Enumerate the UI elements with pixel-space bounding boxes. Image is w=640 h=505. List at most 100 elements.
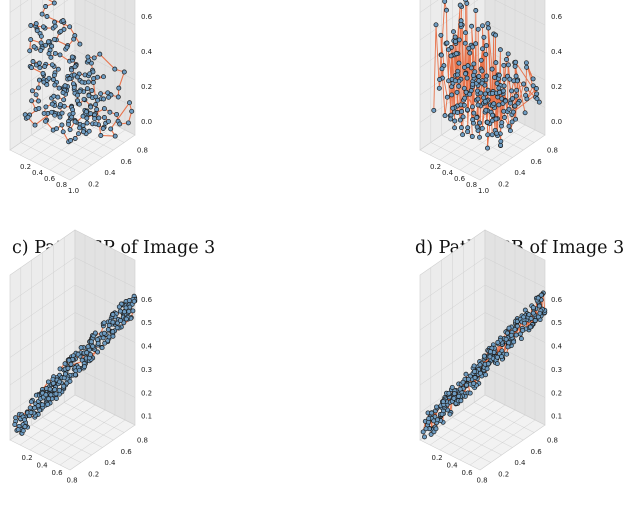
data-point	[30, 59, 36, 64]
data-point	[60, 90, 66, 96]
data-point	[459, 109, 465, 114]
data-point	[29, 98, 35, 104]
data-point	[77, 88, 83, 94]
data-point	[110, 329, 116, 335]
data-point	[452, 125, 458, 131]
data-point	[465, 376, 471, 382]
data-point	[101, 320, 107, 326]
data-point	[438, 32, 444, 38]
data-point	[71, 36, 77, 42]
gridline	[9, 339, 136, 386]
data-point	[484, 366, 490, 372]
x-tick-label: 0.8	[67, 476, 78, 484]
data-point	[439, 66, 445, 72]
data-point	[433, 22, 439, 28]
data-point	[450, 105, 456, 111]
data-point	[70, 110, 76, 116]
data-point	[530, 76, 536, 82]
data-point	[51, 0, 57, 6]
data-point	[88, 111, 94, 117]
data-point	[27, 405, 33, 411]
data-point	[464, 75, 470, 81]
data-point	[534, 91, 540, 97]
data-point	[72, 372, 78, 378]
data-point	[504, 330, 510, 336]
data-point	[88, 104, 94, 110]
data-point	[88, 352, 93, 358]
data-point	[67, 76, 73, 82]
data-point	[497, 89, 502, 95]
data-point	[478, 90, 484, 96]
data-point	[429, 410, 435, 416]
data-point	[515, 100, 521, 106]
data-point	[53, 396, 59, 401]
data-point	[485, 145, 490, 151]
x-tick-label: 1.0	[68, 187, 79, 195]
data-point	[62, 371, 68, 377]
data-point	[125, 120, 131, 126]
data-point	[45, 401, 51, 407]
data-point	[528, 316, 534, 321]
data-point	[512, 103, 518, 109]
data-point	[106, 94, 112, 100]
data-point	[69, 67, 74, 73]
x-tick-label: 0.4	[32, 169, 44, 177]
data-point	[446, 390, 452, 396]
x-tick-label: 0.4	[447, 461, 459, 469]
data-point	[494, 80, 500, 86]
data-point	[526, 312, 532, 318]
data-point	[481, 34, 487, 40]
data-point	[509, 119, 515, 125]
data-point	[40, 24, 46, 30]
data-point	[71, 84, 77, 90]
data-point	[39, 11, 45, 17]
data-point	[442, 113, 448, 119]
data-point	[74, 74, 80, 80]
data-point	[444, 7, 449, 13]
data-point	[470, 117, 476, 123]
data-point	[38, 40, 44, 46]
data-point	[532, 318, 538, 323]
data-point	[110, 333, 116, 339]
data-point	[43, 118, 48, 124]
data-point	[467, 91, 473, 97]
data-point	[22, 417, 27, 423]
z-tick-label: 0.4	[141, 48, 153, 56]
data-point	[29, 65, 34, 71]
data-point	[76, 131, 81, 137]
data-point	[521, 314, 527, 320]
data-point	[494, 130, 500, 136]
data-point	[39, 402, 45, 408]
data-point	[43, 4, 49, 9]
data-point	[475, 96, 481, 102]
data-point	[47, 386, 53, 392]
data-point	[85, 54, 91, 60]
data-point	[36, 85, 41, 91]
data-point	[72, 136, 78, 141]
data-point	[80, 113, 86, 119]
data-point	[46, 75, 52, 81]
data-point	[107, 109, 113, 115]
y-tick-label: 0.8	[547, 147, 558, 155]
data-point	[84, 120, 90, 126]
data-point	[22, 424, 28, 430]
data-point	[477, 370, 483, 376]
data-point	[451, 395, 457, 401]
panel-bottom-left-3d-plot: 0.20.40.60.80.20.40.60.80.10.20.30.40.50…	[9, 229, 153, 484]
data-point	[53, 391, 59, 397]
data-point	[90, 343, 96, 349]
z-tick-label: 0.6	[141, 13, 153, 21]
data-point	[476, 78, 482, 84]
data-point	[513, 116, 519, 122]
data-point	[470, 81, 476, 87]
data-point	[457, 2, 463, 8]
data-point	[470, 72, 476, 78]
data-point	[36, 77, 42, 83]
data-point	[85, 344, 91, 350]
data-point	[67, 378, 73, 384]
z-tick-label: 0.2	[141, 83, 152, 91]
data-point	[60, 18, 66, 24]
data-point	[52, 36, 57, 42]
data-point	[521, 81, 527, 87]
data-point	[522, 110, 528, 116]
